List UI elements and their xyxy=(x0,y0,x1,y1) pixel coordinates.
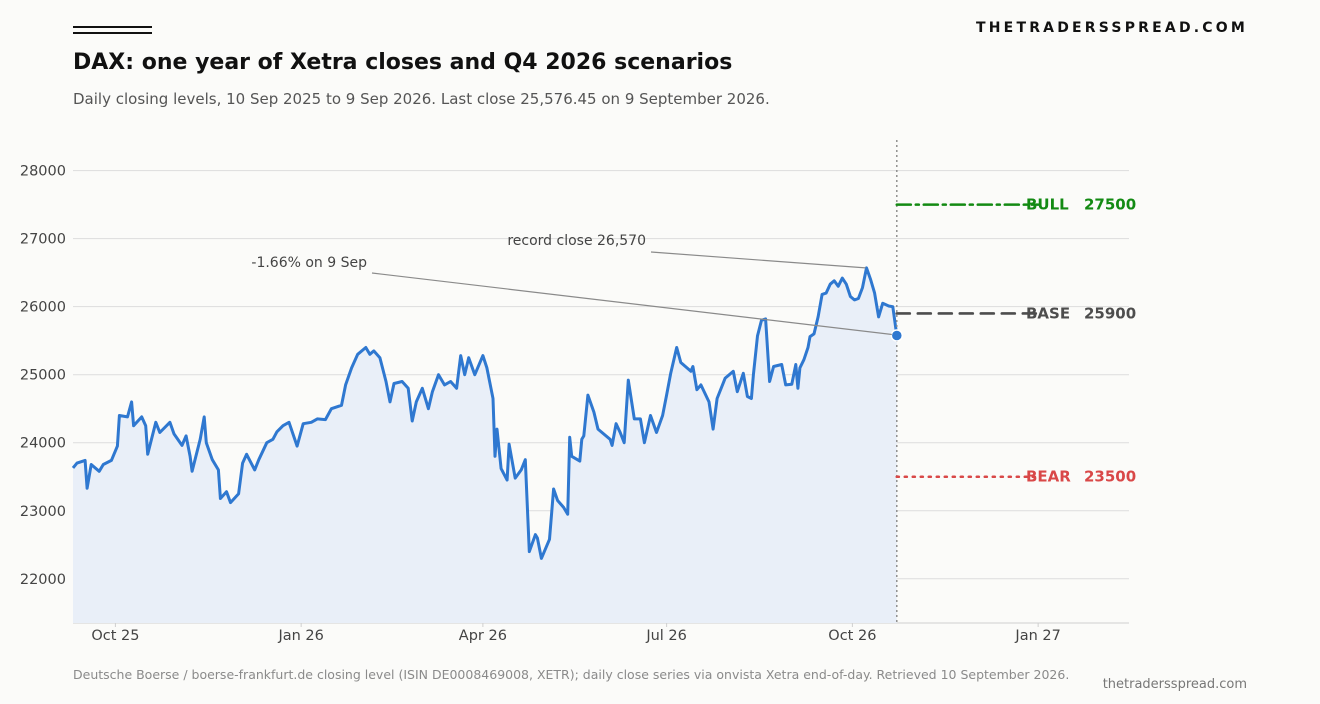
x-tick-label: Oct 26 xyxy=(828,628,876,644)
x-tick-label: Oct 25 xyxy=(91,628,139,644)
y-tick-label: 24000 xyxy=(20,436,66,452)
record-annotation: record close 26,570 xyxy=(507,233,646,249)
y-tick-label: 23000 xyxy=(20,504,66,520)
x-tick-label: Apr 26 xyxy=(459,628,507,644)
series-line xyxy=(71,266,899,560)
last-close-annotation-leader xyxy=(371,272,892,336)
y-tick-label: 28000 xyxy=(20,164,66,180)
x-tick-label: Jan 27 xyxy=(1014,628,1060,644)
brand-label: THETRADERSSPREAD.COM xyxy=(976,20,1248,36)
x-tick-label: Jan 26 xyxy=(277,628,323,644)
chart-title: DAX: one year of Xetra closes and Q4 202… xyxy=(73,50,733,75)
record-annotation-leader xyxy=(650,251,866,269)
scenario-value-bear: 23500 xyxy=(1084,468,1136,486)
scenario-label-bear: BEAR xyxy=(1026,468,1071,486)
x-tick-label: Jul 26 xyxy=(645,628,687,644)
footer-brand: thetradersspread.com xyxy=(1102,677,1247,692)
last-close-point xyxy=(890,329,904,342)
last-close-annotation: -1.66% on 9 Sep xyxy=(251,255,367,271)
source-note: Deutsche Boerse / boerse-frankfurt.de cl… xyxy=(73,667,1070,682)
scenario-label-base: BASE xyxy=(1026,304,1070,322)
scenario-value-bull: 27500 xyxy=(1084,196,1136,214)
y-tick-label: 27000 xyxy=(20,232,66,248)
header-rule-bottom xyxy=(73,32,152,34)
chart-subtitle: Daily closing levels, 10 Sep 2025 to 9 S… xyxy=(73,90,770,108)
scenario-label-bull: BULL xyxy=(1026,196,1069,214)
series-area-fill xyxy=(73,267,897,623)
y-tick-label: 26000 xyxy=(20,300,66,316)
y-tick-label: 25000 xyxy=(20,368,66,384)
scenario-value-base: 25900 xyxy=(1084,304,1136,322)
y-tick-label: 22000 xyxy=(20,572,66,588)
header-rule-top xyxy=(73,26,152,28)
